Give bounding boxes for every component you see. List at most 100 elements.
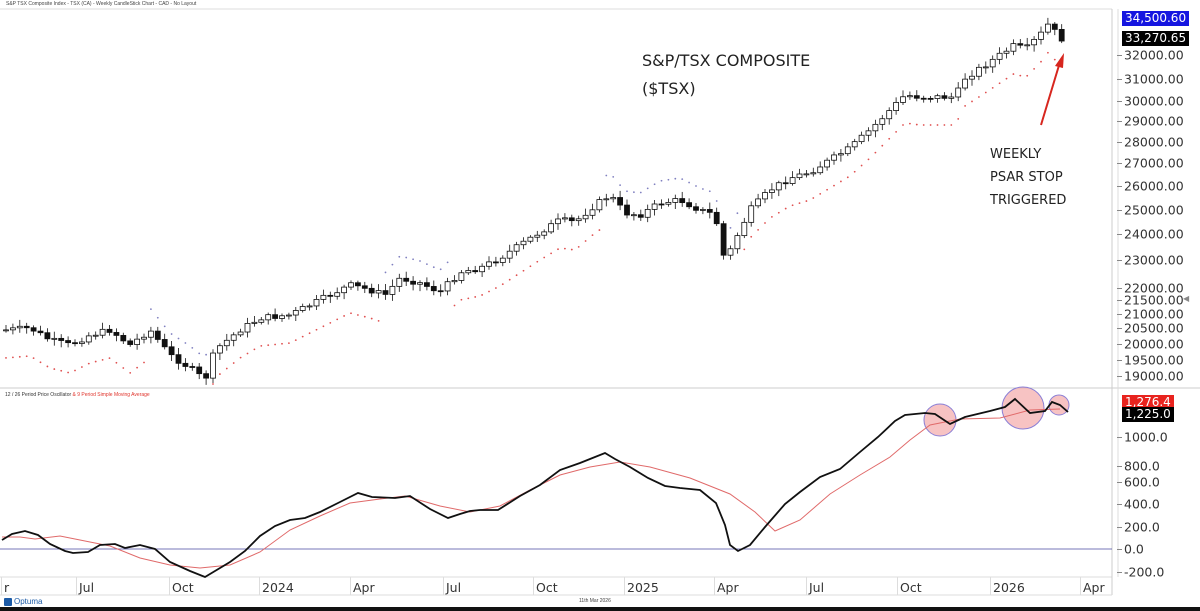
time-tick-label: Oct xyxy=(172,580,194,595)
price-tick-label: 24000.00 xyxy=(1124,226,1184,242)
price-tick-label: 31000.00 xyxy=(1124,71,1184,87)
price-tick xyxy=(1117,344,1122,345)
price-oscillator-line xyxy=(1,397,1069,579)
time-tick-label: Jul xyxy=(79,580,95,595)
price-badge: 34,500.60 xyxy=(1122,11,1190,26)
time-tick-label: Oct xyxy=(900,580,922,595)
price-tick-label: 21500.00 xyxy=(1124,292,1184,308)
oscillator-tick-label: 600.0 xyxy=(1124,474,1160,490)
price-tick-label: 32000.00 xyxy=(1124,47,1184,63)
logo-text: Optuma xyxy=(14,597,43,606)
time-tick-label: Apr xyxy=(717,580,739,595)
price-tick xyxy=(1117,260,1122,261)
time-tick xyxy=(897,577,898,595)
price-tick-label: 19000.00 xyxy=(1124,368,1184,384)
price-tick xyxy=(1117,288,1122,289)
price-tick xyxy=(1117,300,1122,301)
price-tick xyxy=(1117,186,1122,187)
note-line-3: TRIGGERED xyxy=(990,193,1067,208)
price-tick-label: 23000.00 xyxy=(1124,252,1184,268)
time-tick-label: Oct xyxy=(536,580,558,595)
price-tick xyxy=(1117,210,1122,211)
price-tick xyxy=(1117,121,1122,122)
oscillator-badge: 1,276.4 xyxy=(1122,395,1174,410)
price-tick-label: 25000.00 xyxy=(1124,202,1184,218)
time-tick xyxy=(714,577,715,595)
price-tick xyxy=(1117,55,1122,56)
time-tick xyxy=(624,577,625,595)
candlesticks xyxy=(3,17,1065,385)
oscillator-tick xyxy=(1117,527,1122,528)
time-tick-label: Apr xyxy=(1083,580,1105,595)
oscillator-title-main: 12 / 26 Period Price Oscillator xyxy=(5,392,72,398)
time-tick xyxy=(259,577,260,595)
price-tick-label: 19500.00 xyxy=(1124,352,1184,368)
time-tick-label: 2026 xyxy=(993,580,1025,595)
collapse-panel-icon[interactable]: ◀ xyxy=(1183,294,1190,303)
time-tick xyxy=(350,577,351,595)
oscillator-tick-label: 400.0 xyxy=(1124,496,1160,512)
time-tick xyxy=(1,577,2,595)
oscillator-tick-label: -200.0 xyxy=(1124,564,1165,580)
time-tick xyxy=(990,577,991,595)
oscillator-tick-label: 0.0 xyxy=(1124,541,1144,557)
logo-icon xyxy=(4,597,12,606)
oscillator-tick xyxy=(1117,572,1122,573)
oscillator-tick-label: 200.0 xyxy=(1124,519,1160,535)
price-tick xyxy=(1117,163,1122,164)
price-tick-label: 20000.00 xyxy=(1124,336,1184,352)
price-tick-label: 28000.00 xyxy=(1124,134,1184,150)
price-tick-label: 20500.00 xyxy=(1124,320,1184,336)
oscillator-tick xyxy=(1117,549,1122,550)
price-tick xyxy=(1117,314,1122,315)
price-tick xyxy=(1117,376,1122,377)
time-tick xyxy=(533,577,534,595)
price-tick xyxy=(1117,234,1122,235)
time-tick xyxy=(169,577,170,595)
price-tick xyxy=(1117,360,1122,361)
oscillator-tick xyxy=(1117,482,1122,483)
price-tick xyxy=(1117,101,1122,102)
price-tick-label: 30000.00 xyxy=(1124,93,1184,109)
price-tick-label: 22000.00 xyxy=(1124,280,1184,296)
bottom-bar xyxy=(0,607,1200,611)
price-tick-label: 29000.00 xyxy=(1124,113,1184,129)
time-tick-label: Apr xyxy=(353,580,375,595)
time-tick xyxy=(806,577,807,595)
psar-dots xyxy=(5,51,1063,385)
time-tick-label: 2024 xyxy=(262,580,294,595)
price-tick-label: 21000.00 xyxy=(1124,306,1184,322)
price-tick xyxy=(1117,79,1122,80)
oscillator-tick xyxy=(1117,437,1122,438)
time-tick-label: Jul xyxy=(809,580,825,595)
note-line-2: PSAR STOP xyxy=(990,170,1063,185)
time-tick-label: 2025 xyxy=(627,580,659,595)
oscillator-tick-label: 1000.0 xyxy=(1124,429,1168,445)
note-line-1: WEEKLY xyxy=(990,147,1042,162)
time-tick-label: Jul xyxy=(446,580,462,595)
time-tick-label: r xyxy=(4,580,10,595)
time-tick xyxy=(76,577,77,595)
price-badge: 33,270.65 xyxy=(1122,31,1190,46)
oscillator-title: 12 / 26 Period Price Oscillator & 9 Peri… xyxy=(5,392,150,398)
price-tick xyxy=(1117,142,1122,143)
sma-line xyxy=(2,408,1061,569)
oscillator-tick xyxy=(1117,504,1122,505)
highlight-circles xyxy=(923,386,1070,437)
oscillator-tick-label: 800.0 xyxy=(1124,458,1160,474)
oscillator-tick xyxy=(1117,466,1122,467)
time-tick xyxy=(443,577,444,595)
chart-title-line2: ($TSX) xyxy=(642,79,696,98)
price-tick xyxy=(1117,328,1122,329)
oscillator-badge: 1,225.0 xyxy=(1122,407,1174,422)
chart-header-title: S&P TSX Composite Index - TSX (CA) - Wee… xyxy=(6,1,197,7)
chart-title-line1: S&P/TSX COMPOSITE xyxy=(642,51,811,70)
time-tick xyxy=(1080,577,1081,595)
price-tick-label: 26000.00 xyxy=(1124,178,1184,194)
chart-date: 11th Mar 2026 xyxy=(579,598,611,604)
optuma-logo: Optuma xyxy=(4,597,42,606)
price-tick-label: 27000.00 xyxy=(1124,155,1184,171)
oscillator-title-sma: & 9 Period Simple Moving Average xyxy=(71,392,150,398)
